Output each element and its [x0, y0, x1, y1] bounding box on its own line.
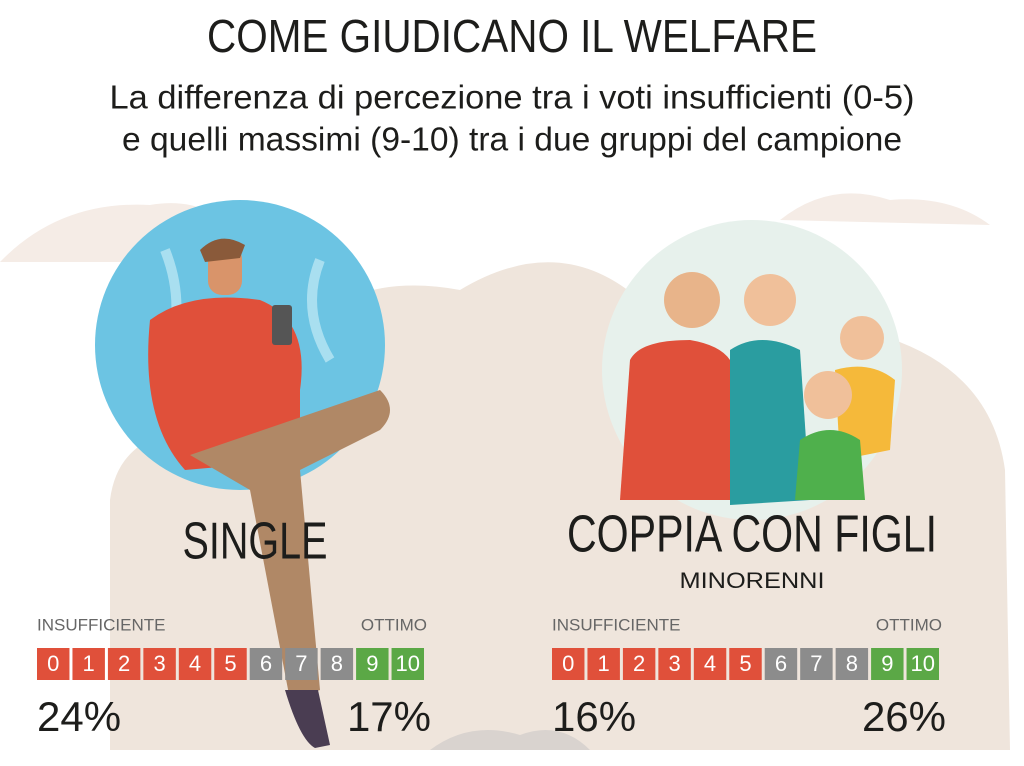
group-name: SINGLE [183, 513, 328, 571]
score-label: 4 [704, 651, 716, 676]
scale-low-label: INSUFFICIENTE [37, 615, 165, 634]
group-note: MINORENNI [680, 568, 825, 593]
score-label: 0 [562, 651, 574, 676]
scale-high-label: OTTIMO [876, 615, 942, 634]
score-cell [729, 648, 762, 680]
score-label: 3 [153, 651, 165, 676]
title: COME GIUDICANO IL WELFARE [207, 10, 817, 62]
family-illustration [602, 220, 902, 520]
score-cell [693, 648, 727, 680]
score-cell [178, 648, 212, 680]
score-label: 7 [295, 651, 307, 676]
score-label: 3 [668, 651, 680, 676]
score-label: 1 [598, 651, 610, 676]
score-label: 10 [396, 651, 420, 676]
score-label: 9 [881, 651, 893, 676]
score-cell [72, 648, 105, 680]
score-label: 7 [810, 651, 822, 676]
score-cell [356, 648, 389, 680]
score-cell [249, 648, 283, 680]
score-cell [622, 648, 656, 680]
score-label: 8 [846, 651, 858, 676]
score-cell [320, 648, 354, 680]
subtitle: La differenza di percezione tra i voti i… [110, 79, 915, 116]
score-label: 10 [911, 651, 935, 676]
subtitle: e quelli massimi (9-10) tra i due gruppi… [122, 121, 902, 158]
score-label: 9 [366, 651, 378, 676]
score-label: 5 [224, 651, 236, 676]
score-cell [800, 648, 833, 680]
score-cell [871, 648, 904, 680]
score-label: 6 [775, 651, 787, 676]
score-cell [107, 648, 141, 680]
score-cell [552, 648, 585, 680]
score-cell [214, 648, 247, 680]
score-label: 4 [189, 651, 201, 676]
score-label: 2 [118, 651, 130, 676]
score-cell [37, 648, 70, 680]
score-cell [587, 648, 620, 680]
score-cell [658, 648, 691, 680]
score-label: 0 [47, 651, 59, 676]
high-share: 17% [347, 693, 431, 740]
score-cell [835, 648, 869, 680]
score-cell [391, 648, 424, 680]
low-share: 24% [37, 693, 121, 740]
score-label: 1 [83, 651, 95, 676]
score-label: 5 [739, 651, 751, 676]
score-label: 6 [260, 651, 272, 676]
score-cell [764, 648, 798, 680]
score-label: 8 [331, 651, 343, 676]
high-share: 26% [862, 693, 946, 740]
single-illustration [95, 200, 390, 748]
scale-low-label: INSUFFICIENTE [552, 615, 680, 634]
scale-high-label: OTTIMO [361, 615, 427, 634]
group-name: COPPIA CON FIGLI [567, 506, 937, 564]
score-label: 2 [633, 651, 645, 676]
score-cell [906, 648, 939, 680]
score-cell [285, 648, 318, 680]
low-share: 16% [552, 693, 636, 740]
score-cell [143, 648, 176, 680]
